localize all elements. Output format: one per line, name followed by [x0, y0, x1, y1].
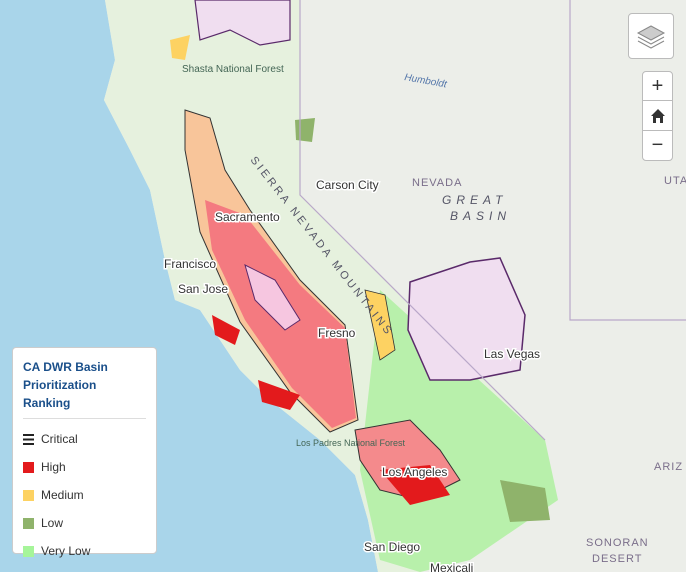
place-label: Francisco	[164, 257, 216, 271]
nevada-basin	[407, 257, 526, 381]
high-basin	[258, 380, 300, 410]
legend-swatch	[23, 461, 34, 473]
place-label: San Jose	[178, 282, 228, 296]
legend-item: Critical	[23, 425, 146, 453]
region-label: GREAT	[442, 193, 507, 207]
place-label: Los Angeles	[382, 465, 447, 479]
legend-label: Critical	[41, 432, 78, 446]
place-label: Las Vegas	[484, 347, 540, 361]
state-border	[299, 0, 546, 441]
legend-item: Very Low	[23, 537, 146, 565]
state-label: UTAH	[664, 175, 686, 187]
legend-swatch	[23, 489, 34, 501]
state-label: ARIZ	[654, 461, 683, 473]
legend-label: Medium	[41, 488, 84, 502]
place-label: Mexicali	[430, 561, 473, 572]
place-label: San Diego	[364, 540, 420, 554]
legend-item: Low	[23, 509, 146, 537]
legend-label: Very Low	[41, 544, 91, 558]
inland-high	[380, 465, 450, 505]
legend-items: Critical High Medium Low Very Low	[23, 425, 146, 565]
place-label: Fresno	[318, 326, 356, 340]
legend-swatch	[23, 433, 34, 445]
region-label: DESERT	[592, 553, 642, 565]
place-label: Sacramento	[215, 210, 280, 224]
layers-icon	[636, 25, 666, 49]
forest-label: Los Padres National Forest	[296, 438, 406, 448]
legend-swatch	[23, 517, 34, 529]
home-button[interactable]	[642, 100, 673, 131]
legend-item: Medium	[23, 481, 146, 509]
low-basin	[500, 480, 550, 522]
salinas-high	[212, 315, 240, 345]
low-basin	[295, 118, 315, 142]
medium-basin	[364, 289, 396, 361]
legend-label: High	[41, 460, 66, 474]
legend-title: CA DWR Basin Prioritization Ranking	[23, 358, 146, 419]
state-label: NEVADA	[412, 177, 462, 189]
zoom-in[interactable]: +	[642, 71, 673, 101]
zoom-out[interactable]: −	[642, 130, 673, 161]
home-icon	[650, 108, 665, 123]
legend-label: Low	[41, 516, 64, 530]
region-label: BASIN	[450, 209, 511, 223]
region-label: SONORAN	[586, 537, 649, 549]
forest-label: Shasta National Forest	[182, 64, 284, 75]
legend-item: High	[23, 453, 146, 481]
critical-basin	[244, 264, 301, 331]
state-border	[569, 0, 686, 321]
legend-swatch	[23, 545, 34, 557]
modoc-basin	[194, 0, 291, 46]
layers-button[interactable]	[628, 13, 674, 59]
medium-basin	[170, 35, 190, 60]
legend: CA DWR Basin Prioritization Ranking Crit…	[12, 347, 157, 558]
place-label: Carson City	[316, 178, 379, 192]
